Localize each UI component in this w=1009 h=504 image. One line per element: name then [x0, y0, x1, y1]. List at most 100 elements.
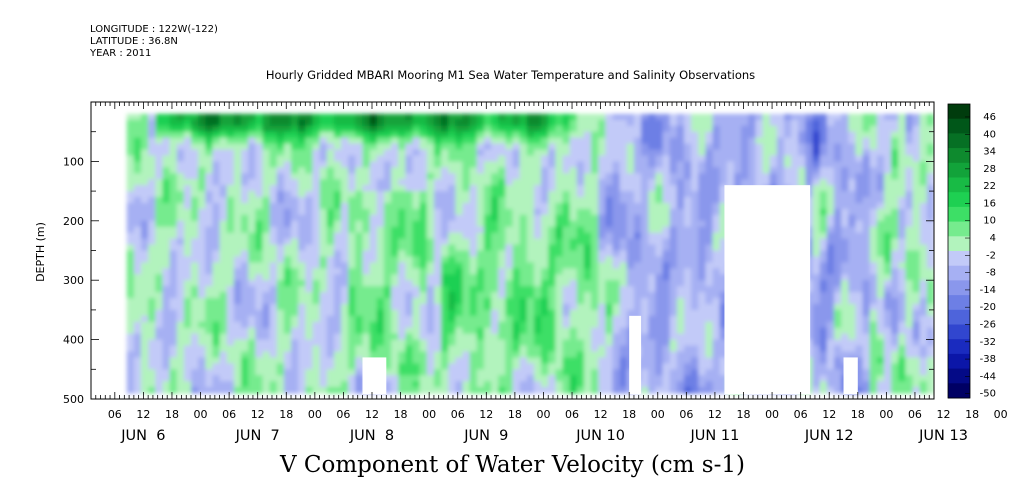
- heatmap-cell: [869, 268, 878, 275]
- heatmap-cell: [655, 298, 664, 305]
- heatmap-cell: [283, 149, 292, 157]
- heatmap-cell: [398, 220, 406, 228]
- heatmap-cell: [812, 309, 821, 317]
- heatmap-cell: [776, 137, 785, 145]
- heatmap-cell: [276, 185, 285, 192]
- heatmap-cell: [841, 345, 849, 353]
- heatmap-cell: [505, 387, 514, 394]
- heatmap-cell: [333, 363, 342, 370]
- heatmap-cell: [612, 315, 621, 323]
- heatmap-cell: [133, 185, 142, 192]
- heatmap-cell: [383, 149, 392, 157]
- heatmap-cell: [291, 214, 299, 222]
- heatmap-cell: [126, 339, 135, 347]
- heatmap-cell: [455, 250, 464, 258]
- heatmap-cell: [812, 167, 821, 174]
- heatmap-cell: [376, 315, 385, 323]
- heatmap-cell: [169, 113, 178, 121]
- heatmap-cell: [683, 274, 692, 281]
- heatmap-cell: [419, 381, 428, 388]
- heatmap-cell: [691, 131, 699, 139]
- heatmap-cell: [169, 351, 178, 359]
- heatmap-cell: [455, 197, 464, 204]
- heatmap-cell: [462, 185, 471, 192]
- heatmap-cell: [255, 315, 264, 323]
- heatmap-cell: [669, 202, 678, 210]
- heatmap-cell: [598, 381, 606, 388]
- heatmap-cell: [233, 375, 242, 382]
- heatmap-cell: [376, 220, 385, 228]
- heatmap-cell: [591, 339, 599, 347]
- heatmap-cell: [541, 143, 549, 151]
- heatmap-cell: [855, 202, 864, 210]
- heatmap-cell: [248, 363, 256, 370]
- heatmap-cell: [819, 292, 828, 299]
- heatmap-cell: [848, 226, 857, 234]
- heatmap-cell: [591, 119, 599, 127]
- heatmap-cell: [876, 202, 885, 210]
- heatmap-cell: [426, 226, 435, 234]
- heatmap-cell: [548, 357, 556, 364]
- heatmap-cell: [476, 220, 485, 228]
- heatmap-cell: [183, 292, 192, 299]
- heatmap-cell: [419, 339, 428, 347]
- heatmap-cell: [676, 298, 685, 305]
- heatmap-cell: [412, 256, 421, 263]
- heatmap-cell: [783, 149, 792, 157]
- heatmap-cell: [376, 125, 385, 133]
- heatmap-cell: [583, 268, 592, 275]
- heatmap-cell: [469, 303, 478, 311]
- heatmap-cell: [155, 179, 164, 186]
- heatmap-cell: [526, 119, 535, 127]
- heatmap-cell: [848, 137, 857, 145]
- heatmap-cell: [691, 327, 699, 335]
- heatmap-cell: [405, 357, 414, 364]
- heatmap-cell: [619, 387, 628, 394]
- heatmap-cell: [505, 345, 514, 353]
- heatmap-cell: [376, 167, 385, 174]
- heatmap-cell: [405, 351, 414, 359]
- heatmap-cell: [405, 268, 414, 275]
- heatmap-cell: [255, 179, 264, 186]
- heatmap-cell: [369, 185, 378, 192]
- heatmap-cell: [469, 119, 478, 127]
- heatmap-cell: [741, 161, 749, 168]
- heatmap-cell: [426, 286, 435, 293]
- heatmap-cell: [255, 167, 264, 174]
- heatmap-cell: [426, 119, 435, 127]
- heatmap-cell: [762, 137, 771, 145]
- heatmap-cell: [883, 125, 892, 133]
- heatmap-cell: [819, 244, 828, 252]
- heatmap-cell: [662, 345, 671, 353]
- heatmap-cell: [426, 292, 435, 299]
- heatmap-cell: [648, 226, 656, 234]
- heatmap-cell: [376, 214, 385, 222]
- heatmap-cell: [405, 244, 414, 252]
- heatmap-cell: [576, 185, 585, 192]
- heatmap-cell: [369, 149, 378, 157]
- heatmap-cell: [783, 161, 792, 168]
- heatmap-cell: [619, 113, 628, 121]
- heatmap-cell: [241, 226, 249, 234]
- heatmap-cell: [741, 149, 749, 157]
- heatmap-cell: [698, 387, 706, 394]
- heatmap-cell: [312, 327, 321, 335]
- heatmap-cell: [212, 125, 221, 133]
- heatmap-cell: [326, 274, 335, 281]
- heatmap-cell: [533, 315, 542, 323]
- heatmap-cell: [848, 339, 857, 347]
- heatmap-cell: [248, 179, 256, 186]
- heatmap-cell: [748, 161, 756, 168]
- heatmap-cell: [355, 202, 364, 210]
- heatmap-cell: [183, 149, 192, 157]
- heatmap-cell: [433, 256, 442, 263]
- heatmap-cell: [183, 315, 192, 323]
- heatmap-cell: [412, 309, 421, 317]
- heatmap-cell: [319, 113, 328, 121]
- heatmap-cell: [498, 298, 506, 305]
- heatmap-cell: [355, 250, 364, 258]
- heatmap-cell: [641, 143, 649, 151]
- heatmap-cell: [826, 256, 835, 263]
- heatmap-cell: [319, 179, 328, 186]
- heatmap-cell: [641, 387, 649, 394]
